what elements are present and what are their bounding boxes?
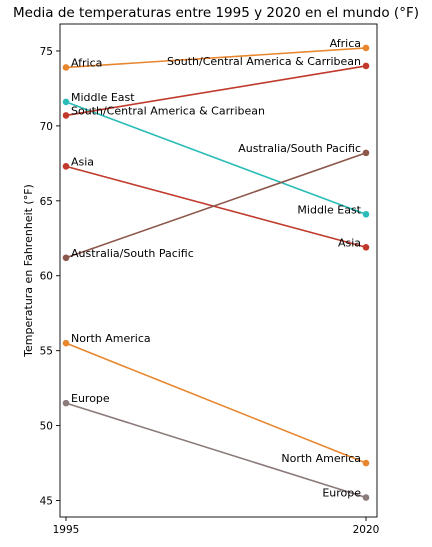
data-point-middle-east — [362, 211, 370, 218]
y-tick-label: 70 — [40, 121, 53, 133]
point-label-middle-east-start: Middle East — [71, 91, 135, 104]
point-label-north-america-start: North America — [71, 332, 151, 345]
point-label-south-central-america-carribean-start: South/Central America & Carribean — [71, 104, 265, 117]
y-tick-label: 65 — [40, 196, 53, 208]
series-line-south-central-america-carribean — [65, 65, 367, 117]
point-label-asia-start: Asia — [71, 155, 94, 168]
data-point-australia-south-pacific — [62, 254, 70, 262]
point-label-europe-end: Europe — [322, 487, 361, 500]
data-point-north-america — [62, 339, 70, 347]
data-point-europe — [62, 399, 70, 407]
series-line-middle-east — [65, 101, 367, 216]
data-point-australia-south-pacific — [362, 149, 370, 157]
point-label-middle-east-end: Middle East — [297, 203, 361, 216]
x-tick-label: 2020 — [353, 524, 380, 536]
data-point-south-central-america-carribean — [362, 62, 370, 70]
series-line-asia — [65, 165, 367, 249]
point-label-asia-end: Asia — [338, 236, 361, 249]
data-point-asia — [362, 243, 370, 251]
y-axis-label: Temperatura en Fahrenheit (°F) — [22, 184, 35, 358]
series-line-europe — [65, 402, 367, 499]
data-point-africa — [62, 64, 70, 71]
series-line-north-america — [65, 342, 367, 464]
x-axis-ticks: 1995 2020 — [53, 517, 380, 536]
x-tick-label: 1995 — [53, 524, 80, 536]
y-tick-label: 75 — [40, 46, 53, 58]
data-point-asia — [62, 163, 70, 170]
axes — [59, 23, 378, 518]
point-label-australia-south-pacific-start: Australia/South Pacific — [71, 247, 194, 260]
y-tick-label: 50 — [40, 421, 53, 433]
data-point-europe — [362, 494, 370, 501]
point-label-europe-start: Europe — [71, 392, 110, 405]
point-label-north-america-end: North America — [281, 452, 361, 465]
y-tick-label: 45 — [40, 496, 53, 508]
y-tick-label: 60 — [40, 271, 53, 283]
series-lines — [62, 44, 370, 501]
data-point-south-central-america-carribean — [62, 112, 70, 119]
series-line-africa — [65, 47, 367, 69]
data-point-north-america — [362, 459, 370, 467]
y-tick-label: 55 — [40, 346, 53, 358]
plot-frame — [59, 23, 378, 518]
data-point-africa — [362, 44, 370, 52]
y-axis-ticks: 45 50 55 60 65 70 75 — [40, 46, 60, 508]
point-label-africa-end: Africa — [330, 37, 361, 50]
point-label-australia-south-pacific-end: Australia/South Pacific — [238, 142, 361, 155]
chart-title: Media de temperaturas entre 1995 y 2020 … — [13, 5, 419, 21]
data-point-middle-east — [62, 98, 70, 106]
point-label-africa-start: Africa — [71, 56, 102, 69]
series-line-australia-south-pacific — [65, 152, 367, 259]
point-label-south-central-america-carribean-end: South/Central America & Carribean — [167, 55, 361, 68]
